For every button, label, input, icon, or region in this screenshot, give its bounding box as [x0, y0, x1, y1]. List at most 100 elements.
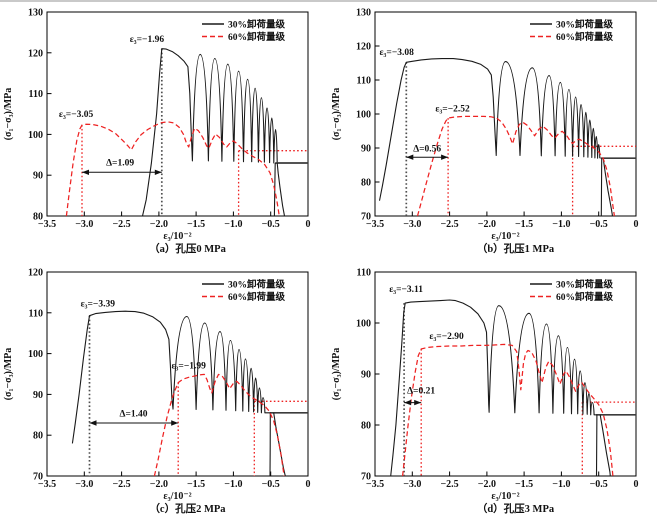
x-tick-label: −1.5	[187, 219, 205, 230]
y-tick-label: 130	[28, 8, 43, 19]
series-30-tail-curve	[602, 158, 614, 217]
chart-panel-d: 70 80 90 100 110 −3.5 −3.0 −2.5 −2.0 −1.5 −1.0 −0.5…	[331, 268, 639, 516]
x-tick-label: −1.5	[515, 219, 533, 230]
delta-arrow-head-right	[171, 420, 179, 426]
x-tick-label: 0	[306, 479, 311, 490]
window-top-edge	[0, 0, 657, 2]
chart-panel-c: 70 80 90 100 110 120 −3.5 −3.0 −2.5 −2.0 −1.5 −1.0 −…	[3, 268, 311, 516]
panel-caption: （a）孔压0 MPa	[149, 242, 226, 255]
chart-panel-a: 80 90 100 110 120 130 −3.5 −3.0 −2.5 −2.0 −1.5 −1.0…	[3, 8, 311, 256]
x-tick-label: −0.5	[590, 219, 608, 230]
x-axis-label: ε₃/10⁻²	[163, 491, 191, 502]
series-30-percent	[141, 48, 278, 217]
annotation-label: ε₃=−2.90	[429, 332, 464, 342]
x-tick-label: −3.0	[75, 479, 93, 490]
legend-label: 30%卸荷量级	[556, 279, 614, 291]
x-tick-label: −2.5	[440, 219, 458, 230]
delta-arrow-head-right	[414, 399, 422, 406]
y-axis-label: (σ₁−σ₃)/MPa	[3, 88, 14, 141]
series-30-percent	[71, 310, 270, 444]
x-tick-label: −0.5	[590, 479, 608, 490]
chart-panel-b: 70 80 90 100 110 120 130 −3.5 −3.0 −2.5 −2.0 −1.5 −1…	[331, 8, 639, 256]
y-tick-label: 120	[28, 48, 43, 59]
legend-label: 60%卸荷量级	[228, 31, 286, 43]
x-axis-label: ε₃/10⁻²	[491, 231, 519, 242]
x-tick-label: −2.0	[150, 219, 168, 230]
y-tick-label: 120	[28, 268, 43, 279]
series-60-percent	[401, 343, 614, 477]
legend-label: 60%卸荷量级	[228, 291, 286, 303]
y-axis-label: (σ₁−σ₃)/MPa	[3, 348, 14, 401]
y-tick-label: 70	[361, 472, 371, 483]
y-tick-label: 90	[361, 370, 371, 381]
annotation-label: ε₃=−1.96	[130, 35, 165, 45]
delta-arrow-head-left	[89, 420, 97, 426]
legend-label: 60%卸荷量级	[556, 31, 614, 43]
x-tick-label: −1.0	[224, 479, 242, 490]
y-tick-label: 90	[361, 144, 371, 155]
legend-label: 30%卸荷量级	[228, 279, 286, 291]
annotation-label: ε₃=−3.05	[59, 110, 94, 120]
x-tick-label: −0.5	[262, 479, 280, 490]
x-tick-label: −3.0	[403, 479, 421, 490]
x-tick-label: −3.5	[366, 219, 384, 230]
x-tick-label: −3.5	[38, 479, 56, 490]
delta-label: Δ=1.09	[106, 158, 134, 168]
delta-arrow-head-left	[82, 169, 89, 175]
legend-label: 30%卸荷量级	[228, 19, 286, 31]
y-tick-label: 70	[361, 212, 371, 223]
x-tick-label: −1.0	[552, 219, 570, 230]
series-30-tail-curve	[276, 162, 286, 217]
series-30-percent	[390, 299, 596, 477]
plot-border	[46, 271, 309, 477]
series-30-percent	[378, 58, 601, 201]
y-tick-label: 100	[28, 349, 43, 360]
y-tick-label: 130	[356, 8, 371, 19]
x-tick-label: 0	[634, 219, 639, 230]
y-tick-label: 80	[361, 421, 371, 432]
delta-label: Δ=1.40	[120, 409, 148, 419]
annotation-label: ε₃=−1.99	[172, 361, 207, 371]
delta-arrow-head-left	[404, 399, 412, 406]
y-axis-label: (σ₁−σ₃)/MPa	[331, 348, 342, 401]
x-tick-label: −0.5	[262, 219, 280, 230]
legend-label: 60%卸荷量级	[556, 291, 614, 303]
y-tick-label: 110	[357, 268, 371, 279]
plot-border	[46, 11, 309, 217]
delta-arrow-head-right	[441, 154, 449, 160]
panel-caption: （d）孔压3 MPa	[477, 502, 555, 515]
panel-caption: （b）孔压1 MPa	[477, 242, 555, 255]
y-tick-label: 100	[356, 319, 371, 330]
series-60-percent	[153, 373, 285, 477]
y-tick-label: 80	[33, 431, 43, 442]
annotation-label: ε₃=−3.08	[380, 48, 415, 58]
x-tick-label: −2.0	[478, 219, 496, 230]
delta-arrow-head-left	[406, 154, 414, 160]
x-axis-label: ε₃/10⁻²	[163, 231, 191, 242]
y-tick-label: 80	[361, 178, 371, 189]
y-tick-label: 90	[33, 390, 43, 401]
series-30-tail-curve	[599, 414, 611, 477]
annotation-label: ε₃=−3.11	[389, 285, 423, 295]
x-tick-label: 0	[306, 219, 311, 230]
x-tick-label: −2.5	[112, 219, 130, 230]
x-axis-label: ε₃/10⁻²	[491, 491, 519, 502]
x-tick-label: −1.5	[187, 479, 205, 490]
x-tick-label: −2.5	[440, 479, 458, 490]
delta-label: Δ=0.21	[407, 386, 435, 396]
series-60-percent	[65, 121, 280, 217]
series-60-percent	[416, 115, 616, 217]
y-tick-label: 120	[356, 42, 371, 53]
annotation-label: ε₃=−2.52	[435, 104, 470, 114]
y-tick-label: 110	[357, 76, 371, 87]
delta-arrow-head-right	[154, 169, 162, 175]
x-tick-label: −3.0	[403, 219, 421, 230]
y-axis-label: (σ₁−σ₃)/MPa	[331, 88, 342, 141]
legend-label: 30%卸荷量级	[556, 19, 614, 31]
x-tick-label: −2.5	[112, 479, 130, 490]
x-tick-label: −3.5	[38, 219, 56, 230]
y-tick-label: 100	[356, 110, 371, 121]
x-tick-label: −3.0	[75, 219, 93, 230]
delta-label: Δ=0.56	[413, 145, 441, 155]
